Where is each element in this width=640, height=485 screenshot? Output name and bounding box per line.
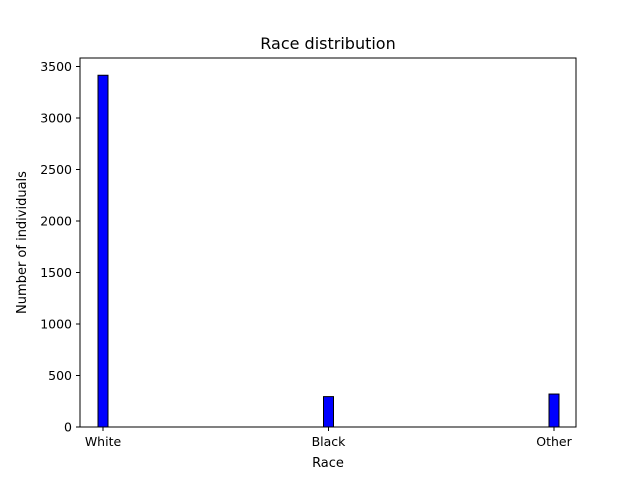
y-tick-label: 0 [64,420,72,435]
bar-other [548,393,560,428]
x-tick-label-black: Black [312,434,347,449]
x-tick-label-other: Other [536,434,572,449]
y-axis-label: Number of individuals [15,171,30,314]
y-tick-label: 3500 [40,59,72,74]
y-tick-label: 500 [48,368,72,383]
y-tick-label: 2000 [40,214,72,229]
plot-frame [79,57,577,428]
x-ticks-group: White Black Other [85,427,573,449]
bar-black [323,396,334,428]
y-tick-label: 1500 [40,265,72,280]
y-tick-label: 1000 [40,317,72,332]
y-tick-label: 2500 [40,162,72,177]
bar-white [97,74,109,428]
x-tick-label-white: White [85,434,122,449]
y-tick-label: 3000 [40,111,72,126]
y-ticks-group: 0 500 1000 1500 2000 2500 3000 3500 [40,59,80,435]
chart-title: Race distribution [260,34,395,53]
x-axis-label: Race [312,456,344,471]
